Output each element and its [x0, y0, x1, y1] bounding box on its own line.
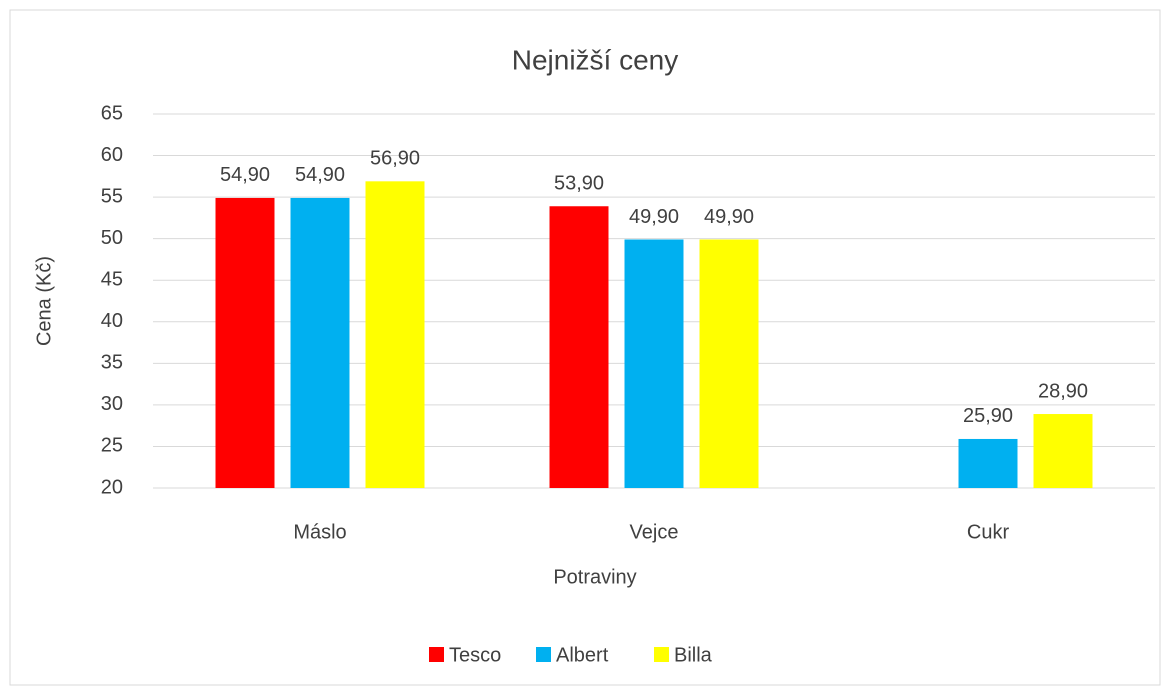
data-label: 28,90 — [1038, 380, 1088, 402]
data-label: 49,90 — [629, 206, 679, 228]
y-tick-label: 25 — [101, 435, 123, 457]
legend-label: Tesco — [449, 644, 501, 666]
data-label: 54,90 — [220, 164, 270, 186]
bar — [549, 206, 609, 488]
bar — [365, 181, 425, 488]
x-tick-label: Máslo — [293, 521, 346, 543]
data-label: 53,90 — [554, 173, 604, 195]
data-label: 56,90 — [370, 148, 420, 170]
x-tick-label: Cukr — [967, 521, 1010, 543]
data-label: 54,90 — [295, 164, 345, 186]
y-tick-label: 20 — [101, 476, 123, 498]
bar — [624, 239, 684, 488]
legend-label: Albert — [556, 644, 609, 666]
y-tick-label: 65 — [101, 102, 123, 124]
legend-label: Billa — [674, 644, 713, 666]
y-tick-label: 50 — [101, 227, 123, 249]
bar — [1033, 414, 1093, 488]
data-label: 25,90 — [963, 405, 1013, 427]
y-tick-label: 40 — [101, 310, 123, 332]
legend-swatch — [429, 647, 444, 662]
bar — [958, 438, 1018, 488]
data-label: 49,90 — [704, 206, 754, 228]
bar — [699, 239, 759, 488]
x-tick-label: Vejce — [630, 521, 679, 543]
x-axis-label: Potraviny — [553, 566, 636, 588]
y-tick-label: 35 — [101, 352, 123, 374]
y-tick-label: 45 — [101, 269, 123, 291]
y-tick-label: 55 — [101, 185, 123, 207]
y-tick-label: 60 — [101, 144, 123, 166]
legend-swatch — [654, 647, 669, 662]
bar — [215, 197, 275, 489]
legend-swatch — [536, 647, 551, 662]
bar — [290, 197, 350, 489]
chart-title: Nejnižší ceny — [512, 44, 679, 75]
y-axis-label: Cena (Kč) — [33, 256, 55, 346]
y-tick-label: 30 — [101, 393, 123, 415]
